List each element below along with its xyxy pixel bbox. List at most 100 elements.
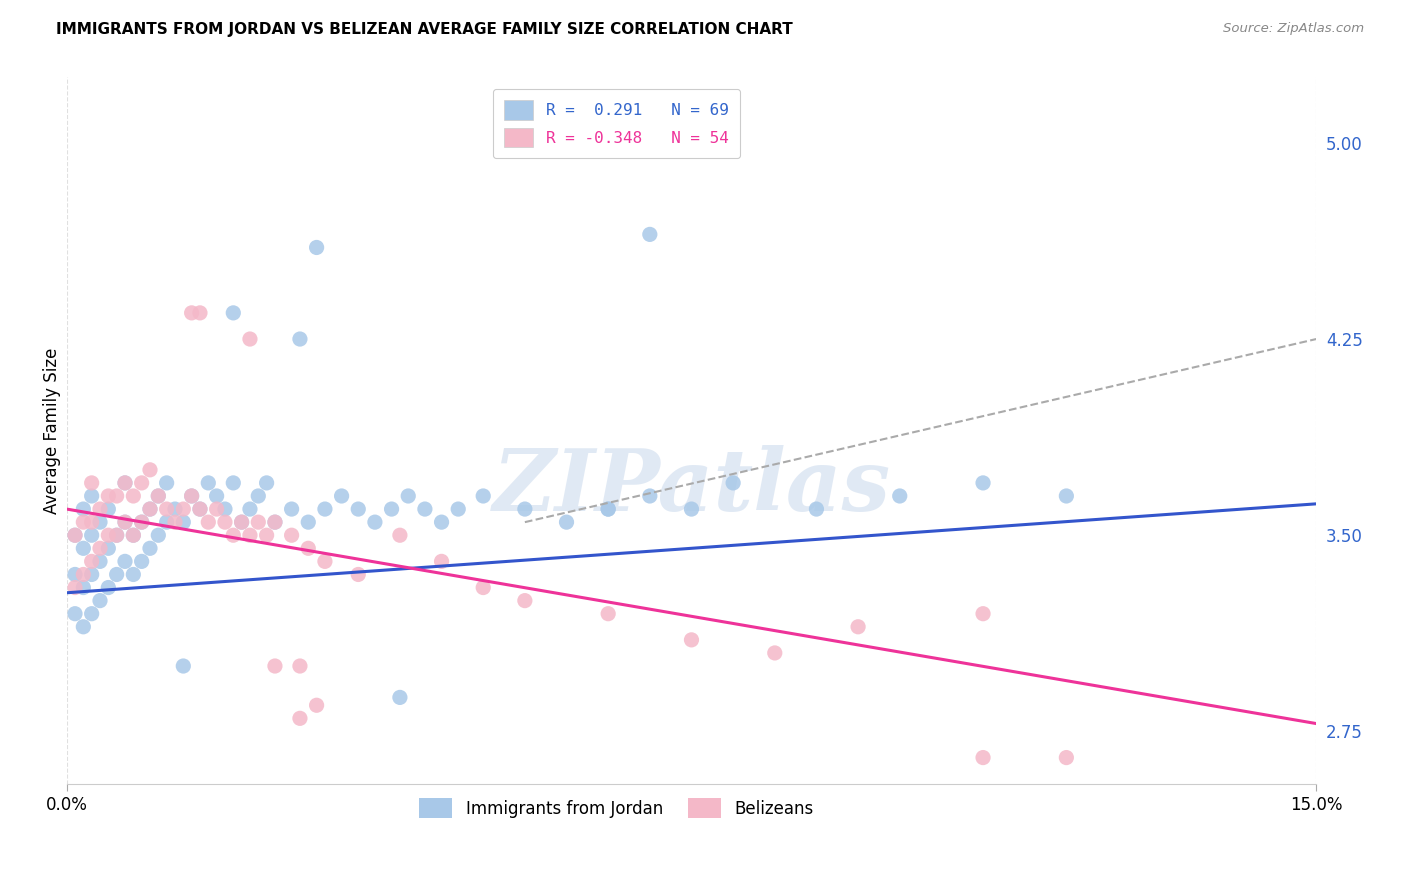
Point [305, 240, 328, 254]
Point [156, 475, 179, 490]
Point [163, 515, 186, 529]
Point [172, 515, 194, 529]
Point [72, 567, 94, 582]
Point [555, 515, 578, 529]
Y-axis label: Average Family Size: Average Family Size [44, 347, 60, 514]
Point [222, 475, 245, 490]
Point [846, 620, 869, 634]
Point [72, 515, 94, 529]
Point [131, 554, 153, 568]
Point [97, 528, 120, 542]
Point [80, 554, 103, 568]
Point [80, 489, 103, 503]
Point [180, 489, 202, 503]
Point [114, 475, 136, 490]
Point [63, 528, 86, 542]
Point [347, 567, 370, 582]
Point [105, 489, 128, 503]
Point [89, 593, 111, 607]
Point [889, 489, 911, 503]
Point [1054, 750, 1077, 764]
Point [681, 502, 703, 516]
Point [114, 554, 136, 568]
Point [205, 502, 228, 516]
Point [188, 502, 211, 516]
Point [114, 515, 136, 529]
Point [163, 502, 186, 516]
Point [430, 515, 453, 529]
Point [806, 502, 828, 516]
Point [63, 581, 86, 595]
Point [63, 528, 86, 542]
Point [280, 528, 302, 542]
Point [297, 515, 319, 529]
Point [63, 607, 86, 621]
Point [447, 502, 470, 516]
Text: ZIPatlas: ZIPatlas [492, 445, 890, 529]
Point [97, 581, 120, 595]
Point [122, 489, 145, 503]
Point [139, 463, 162, 477]
Point [264, 515, 287, 529]
Point [239, 332, 262, 346]
Point [72, 541, 94, 556]
Point [256, 475, 278, 490]
Point [63, 567, 86, 582]
Point [105, 528, 128, 542]
Point [222, 528, 245, 542]
Point [97, 489, 120, 503]
Point [264, 659, 287, 673]
Point [89, 502, 111, 516]
Point [288, 659, 311, 673]
Point [80, 515, 103, 529]
Point [156, 502, 179, 516]
Point [247, 489, 270, 503]
Point [297, 541, 319, 556]
Point [89, 515, 111, 529]
Point [172, 502, 194, 516]
Point [180, 489, 202, 503]
Point [114, 515, 136, 529]
Point [188, 306, 211, 320]
Point [314, 502, 336, 516]
Point [239, 528, 262, 542]
Point [105, 528, 128, 542]
Point [139, 502, 162, 516]
Point [330, 489, 353, 503]
Point [288, 332, 311, 346]
Point [122, 528, 145, 542]
Point [97, 502, 120, 516]
Point [197, 515, 219, 529]
Point [513, 502, 536, 516]
Point [256, 528, 278, 542]
Point [388, 528, 411, 542]
Point [205, 489, 228, 503]
Point [721, 475, 744, 490]
Point [214, 515, 236, 529]
Point [638, 227, 661, 242]
Point [472, 581, 495, 595]
Point [314, 554, 336, 568]
Point [156, 515, 179, 529]
Point [513, 593, 536, 607]
Point [131, 475, 153, 490]
Point [197, 475, 219, 490]
Point [214, 502, 236, 516]
Point [280, 502, 302, 516]
Point [131, 515, 153, 529]
Point [972, 475, 994, 490]
Point [80, 528, 103, 542]
Point [97, 541, 120, 556]
Point [131, 515, 153, 529]
Point [231, 515, 253, 529]
Point [396, 489, 419, 503]
Point [148, 489, 170, 503]
Point [413, 502, 436, 516]
Point [364, 515, 387, 529]
Point [347, 502, 370, 516]
Point [430, 554, 453, 568]
Point [231, 515, 253, 529]
Point [598, 502, 620, 516]
Legend: Immigrants from Jordan, Belizeans: Immigrants from Jordan, Belizeans [412, 791, 821, 825]
Point [598, 502, 620, 516]
